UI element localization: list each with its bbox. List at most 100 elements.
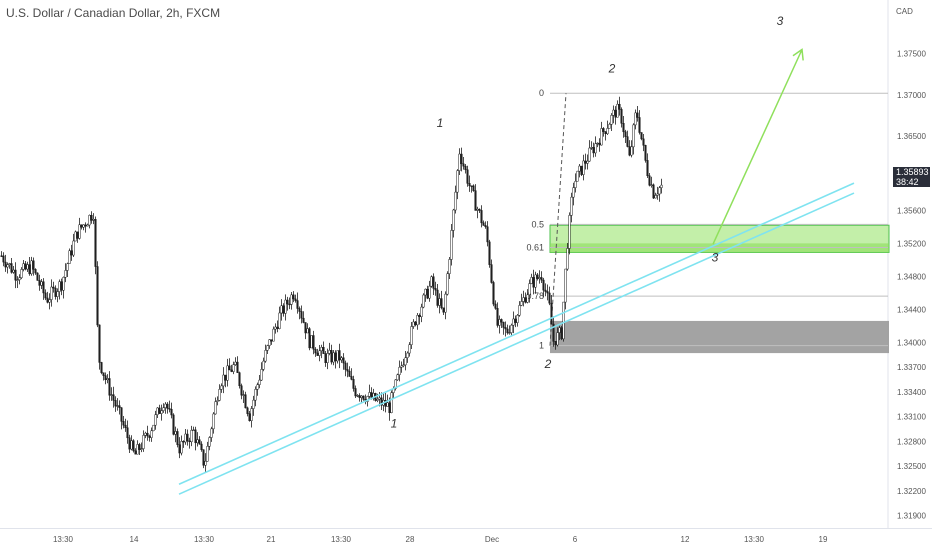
candle-body (124, 424, 127, 429)
candle-body (40, 281, 43, 286)
candle-body (490, 264, 493, 283)
candle-body (140, 448, 143, 450)
candle-body (20, 269, 23, 278)
trendlines (178, 182, 855, 495)
candle-body (650, 184, 653, 186)
candle-body (378, 397, 381, 400)
candle-body (328, 350, 331, 354)
candle-body (646, 160, 649, 177)
candle-body (76, 231, 79, 239)
candle-body (472, 185, 475, 191)
candle-body (614, 109, 617, 118)
candle-body (250, 408, 253, 421)
candle-body (212, 413, 215, 430)
candle-body (160, 410, 163, 414)
candle-body (552, 323, 555, 342)
candle-body (324, 353, 327, 363)
candle-body (624, 131, 627, 137)
candle-body (596, 142, 599, 145)
candle-body (142, 435, 145, 449)
candle-body (98, 324, 101, 363)
candle-body (570, 196, 573, 216)
candle-body (500, 319, 503, 323)
candle-body (636, 112, 639, 118)
candle-body (2, 255, 5, 263)
candle-body (388, 402, 391, 413)
candle-body (338, 350, 341, 361)
candle-body (594, 143, 597, 154)
candle-body (260, 369, 263, 381)
candle-body (214, 401, 217, 415)
candle-body (318, 350, 321, 356)
candle-body (164, 403, 167, 408)
candle-body (448, 259, 451, 274)
candle-body (102, 372, 105, 376)
candle-body (632, 124, 635, 148)
candle-body (286, 299, 289, 305)
candle-body (234, 361, 237, 365)
candle-body (344, 362, 347, 370)
candle-body (412, 321, 415, 327)
candle-body (534, 274, 537, 288)
candle-body (288, 303, 291, 306)
candle-body (486, 226, 489, 243)
candle-body (560, 327, 563, 340)
candle-body (162, 407, 165, 411)
candle-body (292, 294, 295, 300)
candle-body (606, 128, 609, 134)
currency-label: CAD (896, 7, 913, 16)
candle-body (568, 215, 571, 249)
candle-body (526, 294, 529, 303)
candle-body (334, 352, 337, 362)
candle-body (474, 190, 477, 211)
candle-body (226, 365, 229, 381)
time-tick-label: 21 (267, 535, 276, 544)
candle-body (30, 260, 33, 275)
candle-body (112, 394, 115, 401)
candle-body (610, 115, 613, 125)
candle-body (136, 444, 139, 455)
candle-body (586, 160, 589, 164)
candle-body (14, 269, 17, 281)
time-tick-label: 12 (681, 535, 690, 544)
candle-body (566, 248, 569, 270)
candle-body (576, 170, 579, 182)
candle-body (218, 389, 221, 401)
candle-body (28, 264, 31, 275)
candle-body (608, 124, 611, 129)
candle-body (418, 315, 421, 317)
price-tick-label: 1.34800 (897, 272, 926, 281)
candle-body (540, 277, 543, 281)
candle-body (78, 224, 81, 239)
candle-body (444, 293, 447, 313)
candle-body (122, 421, 125, 426)
candle-body (476, 208, 479, 211)
price-tick-label: 1.33400 (897, 388, 926, 397)
candle-body (126, 427, 129, 439)
candle-body (266, 345, 269, 351)
price-tick-label: 1.32800 (897, 437, 926, 446)
candle-body (404, 357, 407, 366)
candle-body (114, 400, 117, 407)
candle-body (276, 326, 279, 329)
candle-body (660, 184, 663, 188)
candle-body (468, 183, 471, 187)
candle-body (462, 163, 465, 167)
candle-body (356, 395, 359, 397)
trendline (178, 192, 855, 495)
candle-body (504, 327, 507, 330)
candle-body (506, 328, 509, 334)
wave-label: 1 (437, 116, 444, 130)
time-tick-label: 13:30 (331, 535, 352, 544)
candle-body (188, 440, 191, 443)
candle-body (530, 277, 533, 284)
wave-label: 2 (608, 62, 616, 76)
candle-body (198, 439, 201, 445)
candle-body (320, 347, 323, 352)
candle-body (18, 277, 21, 281)
candle-body (592, 147, 595, 154)
wave-label: 3 (777, 14, 784, 28)
price-axis-ticks: 1.375001.370001.365001.360001.356001.352… (897, 50, 926, 521)
